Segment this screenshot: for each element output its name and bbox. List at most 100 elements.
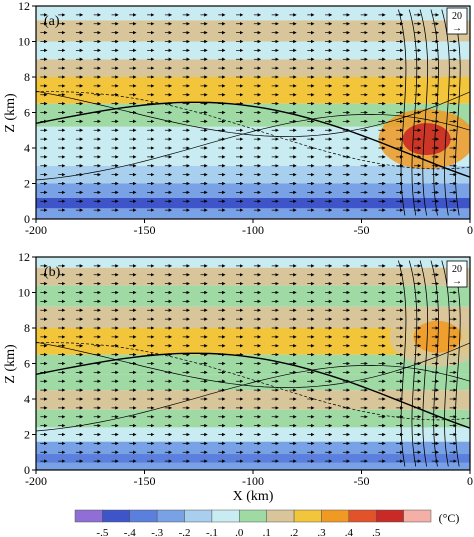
y-tick-label: 12 bbox=[18, 0, 30, 13]
y-tick-label: 6 bbox=[24, 106, 30, 120]
colorbar-swatch bbox=[102, 509, 131, 523]
y-tick-label: 10 bbox=[18, 286, 30, 300]
colorbar-swatch bbox=[129, 509, 158, 523]
colorbar-swatch bbox=[293, 509, 322, 523]
contour-line bbox=[419, 9, 428, 216]
panel-a-temperature-field bbox=[36, 6, 470, 219]
temperature-band bbox=[36, 208, 470, 219]
colorbar-tick-label: -.5 bbox=[96, 527, 108, 537]
colorbar-swatch bbox=[403, 509, 432, 523]
contour-line bbox=[36, 365, 470, 432]
colorbar-tick-label: -.4 bbox=[124, 527, 136, 537]
temperature-band bbox=[36, 126, 470, 145]
panel-b-label: (b) bbox=[44, 265, 61, 280]
panel-a-y-ticks: 0 2 4 6 8 10 12 bbox=[18, 0, 36, 226]
panel-a: -200 -150 -100 -50 0 0 2 4 6 8 10 12 (a) 20 → Z (k… bbox=[3, 0, 473, 237]
x-tick-label: -150 bbox=[134, 223, 156, 237]
panel-b-y-axis-label: Z (km) bbox=[3, 344, 18, 384]
temperature-band bbox=[36, 59, 470, 77]
x-tick-label: -200 bbox=[25, 474, 47, 488]
temperature-band bbox=[36, 144, 470, 166]
colorbar-swatch bbox=[348, 509, 377, 523]
panel-b-wind-vectors bbox=[40, 264, 457, 463]
y-tick-label: 4 bbox=[24, 392, 30, 406]
colorbar-swatch bbox=[239, 509, 267, 523]
colorbar-tick-label: .0 bbox=[235, 527, 244, 537]
colorbar-swatch bbox=[321, 509, 350, 523]
colorbar-tick-label: -.3 bbox=[151, 527, 163, 537]
y-tick-label: 12 bbox=[18, 250, 30, 264]
temperature-band bbox=[36, 354, 470, 375]
x-tick-label: -200 bbox=[25, 223, 47, 237]
contour-line bbox=[36, 341, 470, 388]
temperature-band bbox=[36, 197, 470, 209]
contour-line bbox=[419, 260, 428, 467]
colorbar-tick-label: .1 bbox=[263, 527, 271, 537]
y-tick-label: 8 bbox=[24, 321, 30, 335]
contour-line bbox=[452, 9, 461, 216]
x-tick-label: -150 bbox=[134, 474, 156, 488]
panel-a-x-ticks: -200 -150 -100 -50 0 bbox=[25, 219, 473, 237]
temperature-band bbox=[36, 20, 470, 42]
colorbar-tick-label: -.1 bbox=[206, 527, 218, 537]
colorbar-swatch bbox=[211, 509, 240, 523]
svg-text:→: → bbox=[452, 23, 462, 34]
temperature-band bbox=[36, 390, 470, 410]
panel-a-label: (a) bbox=[44, 14, 60, 29]
y-tick-label: 2 bbox=[24, 177, 30, 191]
svg-text:20: 20 bbox=[452, 11, 462, 22]
temperature-band bbox=[36, 257, 470, 268]
svg-text:→: → bbox=[452, 276, 462, 287]
colorbar-swatch bbox=[74, 509, 103, 523]
contour-line bbox=[441, 9, 450, 216]
colorbar-tick-label: .4 bbox=[345, 527, 354, 537]
contour-line bbox=[36, 101, 470, 178]
panel-a-contours bbox=[36, 9, 470, 216]
warm-core bbox=[402, 123, 451, 156]
panel-b: -200 -150 -100 -50 0 0 2 4 6 8 10 12 (b) 20 → Z (k… bbox=[3, 250, 473, 504]
panel-a-wind-vectors bbox=[40, 13, 457, 212]
panel-a-y-axis-label: Z (km) bbox=[3, 93, 18, 133]
temperature-band bbox=[36, 454, 470, 463]
x-tick-label: -50 bbox=[354, 223, 370, 237]
temperature-band bbox=[36, 41, 470, 60]
temperature-band bbox=[36, 462, 470, 470]
colorbar-swatch bbox=[266, 509, 295, 523]
x-tick-label: -100 bbox=[242, 223, 264, 237]
temperature-band bbox=[36, 427, 470, 442]
y-tick-label: 4 bbox=[24, 141, 30, 155]
colorbar-tick-label: .5 bbox=[372, 527, 381, 537]
panel-b-y-ticks: 0 2 4 6 8 10 12 bbox=[18, 250, 36, 477]
temperature-band bbox=[36, 103, 470, 127]
colorbar-tick-labels: -.5 -.4 -.3 -.2 -.1 .0 .1 .2 .3 .4 .5 bbox=[96, 527, 380, 537]
panel-a-reference-vector: 20 → bbox=[446, 7, 468, 35]
y-tick-label: 0 bbox=[24, 212, 30, 226]
contour-line bbox=[398, 260, 407, 467]
colorbar-swatch bbox=[375, 509, 404, 523]
y-tick-label: 8 bbox=[24, 70, 30, 84]
panel-b-x-ticks: -200 -150 -100 -50 0 bbox=[25, 470, 473, 488]
temperature-band bbox=[36, 409, 470, 428]
temperature-band bbox=[36, 77, 470, 104]
temperature-band bbox=[36, 441, 470, 455]
temperature-band bbox=[36, 183, 470, 198]
contour-line bbox=[36, 91, 470, 170]
contour-line bbox=[398, 9, 407, 216]
contour-line bbox=[36, 90, 470, 137]
x-tick-label: -100 bbox=[242, 474, 264, 488]
colorbar: -.5 -.4 -.3 -.2 -.1 .0 .1 .2 .3 .4 .5 (°C) bbox=[74, 509, 460, 537]
panel-b-reference-vector: 20 → bbox=[446, 260, 468, 288]
colorbar-swatch bbox=[156, 509, 185, 523]
contour-line bbox=[36, 342, 470, 421]
colorbar-swatches bbox=[74, 509, 432, 523]
y-tick-label: 10 bbox=[18, 35, 30, 49]
x-tick-label: -50 bbox=[354, 474, 370, 488]
x-tick-label: 0 bbox=[467, 474, 473, 488]
temperature-band bbox=[36, 306, 470, 328]
colorbar-unit: (°C) bbox=[439, 511, 460, 525]
y-tick-label: 0 bbox=[24, 463, 30, 477]
colorbar-tick-label: -.2 bbox=[179, 527, 191, 537]
contour-line bbox=[36, 114, 470, 181]
panel-b-x-axis-label: X (km) bbox=[233, 489, 274, 504]
